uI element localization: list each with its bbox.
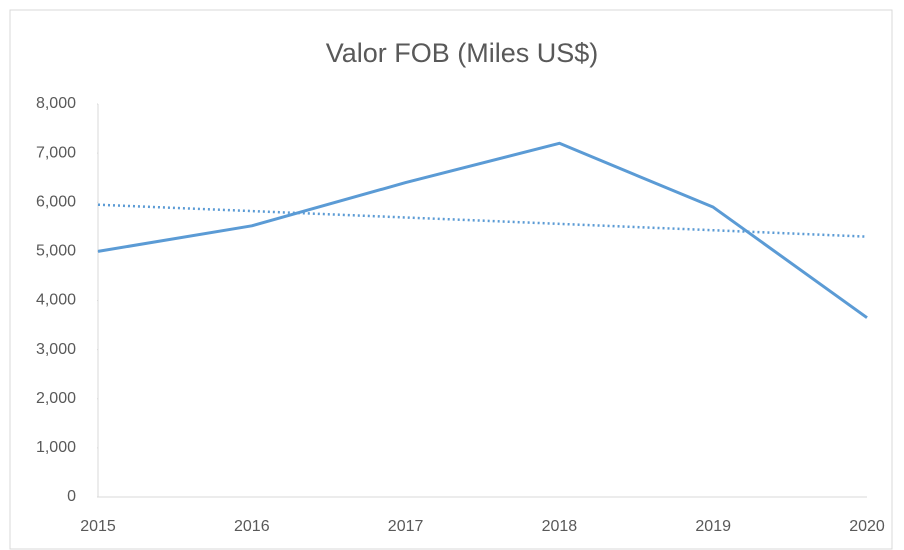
chart-frame [9, 9, 893, 550]
x-tick-label: 2016 [234, 518, 270, 535]
y-tick-label: 6,000 [36, 193, 76, 210]
y-tick-label: 5,000 [36, 243, 76, 260]
x-tick-label: 2015 [80, 518, 116, 535]
x-tick-label: 2018 [542, 518, 578, 535]
x-tick-label: 2017 [388, 518, 424, 535]
y-tick-label: 7,000 [36, 144, 76, 161]
y-tick-label: 1,000 [36, 439, 76, 456]
data-line [97, 141, 868, 319]
x-tick-label: 2020 [849, 518, 885, 535]
chart-title: Valor FOB (Miles US$) [326, 38, 599, 68]
y-tick-label: 2,000 [36, 390, 76, 407]
trend-line [97, 203, 868, 238]
x-tick-label: 2019 [695, 518, 731, 535]
y-tick-label: 0 [67, 488, 76, 505]
y-tick-label: 8,000 [36, 95, 76, 112]
y-tick-label: 3,000 [36, 341, 76, 358]
y-tick-label: 4,000 [36, 292, 76, 309]
